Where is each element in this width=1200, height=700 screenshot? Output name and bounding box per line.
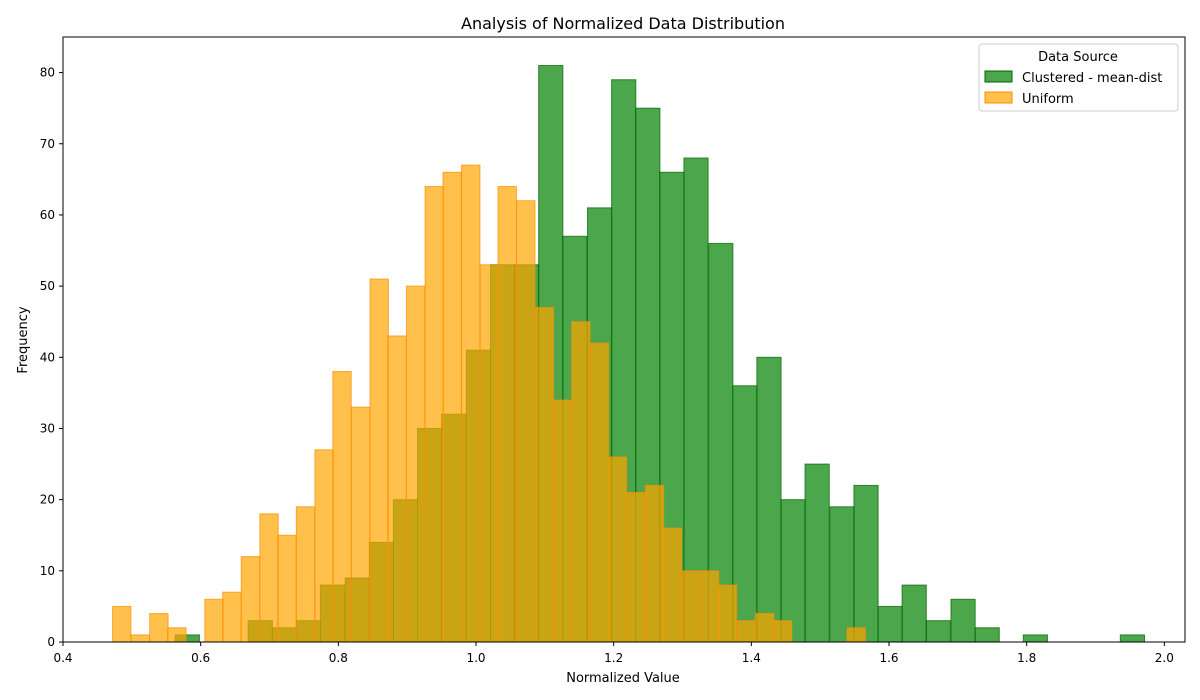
bar-clustered-29 (925, 620, 951, 643)
bar-clustered-26 (853, 484, 879, 643)
bar-uniform-18 (461, 164, 481, 643)
bar-uniform-16 (424, 185, 444, 643)
bar-uniform-34 (754, 613, 775, 643)
bar-clustered-27 (877, 605, 903, 643)
y-axis: 0 10 20 30 40 50 60 70 80 (40, 66, 63, 649)
legend-label-uniform: Uniform (1022, 92, 1074, 107)
series-uniform (112, 164, 866, 643)
bars-layer (112, 64, 1146, 643)
bar-uniform-20 (497, 185, 517, 643)
x-tick-label: 1.8 (1017, 651, 1036, 665)
bar-uniform-32 (717, 584, 738, 643)
bar-uniform-31 (699, 570, 720, 643)
bar-uniform-3 (167, 627, 187, 643)
legend-label-clustered: Clustered - mean-dist (1022, 71, 1162, 86)
y-tick-label: 40 (40, 350, 55, 364)
bar-clustered-33 (1119, 634, 1146, 643)
bar-uniform-1 (130, 634, 151, 643)
bar-uniform-21 (516, 200, 536, 643)
bar-uniform-24 (571, 321, 591, 643)
bar-uniform-6 (240, 556, 261, 643)
bar-clustered-22 (756, 356, 782, 643)
bar-clustered-19 (683, 157, 709, 643)
bar-clustered-23 (780, 499, 806, 643)
x-tick-label: 1.4 (742, 651, 761, 665)
y-tick-label: 20 (40, 493, 55, 507)
legend-swatch-uniform (984, 91, 1013, 104)
bar-uniform-26 (607, 456, 628, 643)
bar-uniform-9 (295, 506, 316, 643)
x-tick-label: 1.6 (879, 651, 898, 665)
bar-uniform-27 (626, 492, 646, 643)
bar-uniform-30 (681, 570, 701, 643)
bar-clustered-32 (1022, 634, 1048, 643)
chart-title: Analysis of Normalized Data Distribution (461, 14, 785, 33)
bar-uniform-22 (534, 306, 555, 643)
y-tick-label: 80 (40, 66, 55, 80)
bar-uniform-0 (112, 605, 132, 643)
x-axis: 0.4 0.6 0.8 1.0 1.2 1.4 1.6 1.8 2.0 (53, 642, 1174, 665)
legend: Data Source Clustered - mean-dist Unifor… (978, 43, 1179, 112)
bar-uniform-36 (846, 627, 866, 643)
bar-uniform-11 (332, 371, 352, 643)
x-tick-label: 0.8 (329, 651, 348, 665)
bar-clustered-31 (974, 627, 1000, 643)
y-tick-label: 70 (40, 137, 55, 151)
bar-uniform-4 (204, 598, 224, 643)
bar-uniform-8 (277, 534, 297, 643)
y-tick-label: 10 (40, 564, 55, 578)
x-tick-label: 1.0 (466, 651, 485, 665)
y-axis-label: Frequency (16, 306, 31, 373)
x-tick-label: 0.6 (191, 651, 210, 665)
bar-uniform-10 (314, 449, 334, 643)
plot-frame (62, 36, 1186, 643)
bar-uniform-13 (369, 278, 389, 643)
legend-swatch-clustered (984, 70, 1013, 83)
bar-uniform-15 (405, 285, 426, 643)
bar-uniform-23 (552, 399, 572, 643)
x-tick-label: 1.2 (604, 651, 623, 665)
legend-box (978, 43, 1179, 112)
bar-uniform-35 (772, 620, 793, 643)
x-tick-label: 2.0 (1155, 651, 1174, 665)
bar-uniform-25 (589, 342, 610, 643)
bar-uniform-17 (442, 171, 462, 643)
bar-uniform-7 (259, 513, 279, 643)
bar-uniform-5 (222, 591, 242, 643)
x-axis-label: Normalized Value (566, 671, 680, 686)
bar-clustered-24 (804, 463, 830, 643)
bar-clustered-28 (901, 584, 927, 643)
y-tick-label: 0 (47, 635, 55, 649)
bar-clustered-25 (829, 506, 855, 643)
bar-uniform-28 (644, 484, 665, 643)
legend-title: Data Source (1038, 50, 1118, 65)
bar-uniform-2 (149, 613, 169, 643)
y-tick-label: 50 (40, 279, 55, 293)
bar-uniform-12 (350, 406, 371, 643)
bar-uniform-33 (736, 620, 756, 643)
y-tick-label: 60 (40, 208, 55, 222)
x-tick-label: 0.4 (53, 651, 72, 665)
bar-uniform-29 (662, 527, 683, 643)
bar-uniform-14 (387, 335, 407, 643)
bar-clustered-30 (950, 598, 976, 643)
y-tick-label: 30 (40, 421, 55, 435)
bar-uniform-19 (479, 264, 500, 643)
